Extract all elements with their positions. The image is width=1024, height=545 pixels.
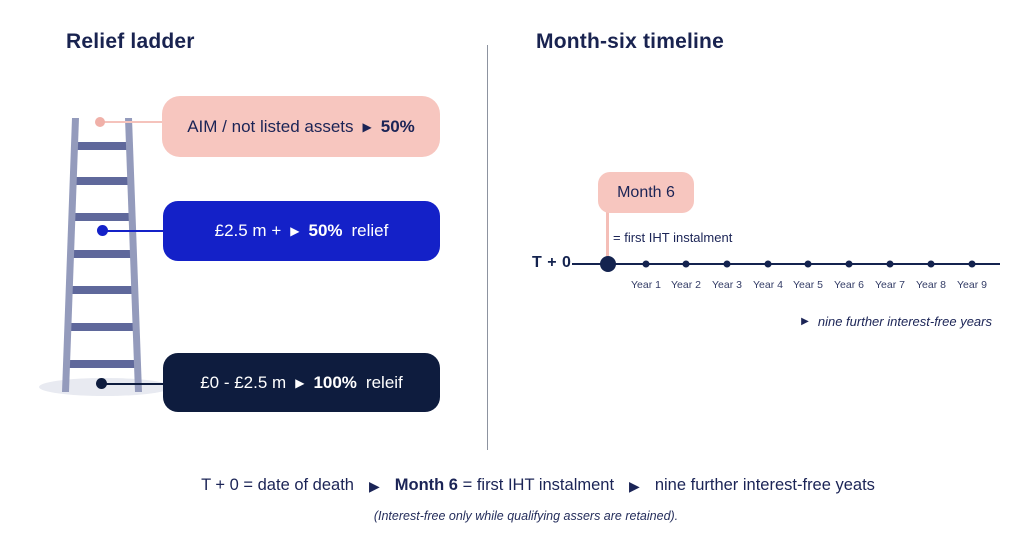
year-label: Year 3 <box>712 279 742 291</box>
year-label: Year 9 <box>957 279 987 291</box>
connector-dot-aim <box>95 117 105 127</box>
year-label: Year 4 <box>753 279 783 291</box>
legend: T + 0 = date of death ▶ Month 6 = first … <box>0 476 1024 495</box>
timeline-title: Month-six timeline <box>536 30 724 53</box>
triangle-icon: ▶ <box>801 315 809 327</box>
tier-over-2-5m-label: £2.5 m + <box>214 221 282 240</box>
tier-over-2-5m-box: £2.5 m + ▶ 50% relief <box>163 201 440 261</box>
legend-caption-text: (Interest-free only while qualifying ass… <box>373 509 679 523</box>
tier-0-to-2-5m-box: £0 - £2.5 m ▶ 100% releif <box>163 353 440 412</box>
tier-0-to-2-5m-suffix: releif <box>365 372 403 392</box>
first-instalment-note: = first IHT instalment <box>613 230 733 245</box>
panel-divider <box>487 45 488 450</box>
legend-caption: (Interest-free only while qualifying ass… <box>0 509 1024 523</box>
tier-over-2-5m-suffix: relief <box>351 221 389 240</box>
legend-month-6-bold: Month 6 <box>394 476 458 494</box>
callout-connector-line <box>606 212 609 256</box>
month-6-callout: Month 6 <box>598 172 694 213</box>
connector-line-navy <box>101 383 164 385</box>
connector-dot-blue <box>97 225 108 236</box>
interest-free-years-text: nine further interest-free years <box>817 314 992 329</box>
triangle-icon: ▶ <box>295 375 305 390</box>
year-label: Year 1 <box>631 279 661 291</box>
tier-aim-value: 50% <box>380 116 415 136</box>
legend-item-date-of-death: T + 0 = date of death <box>201 476 354 494</box>
connector-line-aim <box>100 121 163 123</box>
year-label: Year 8 <box>916 279 946 291</box>
year-label: Year 2 <box>671 279 701 291</box>
tier-aim-box: AIM / not listed assets ▶ 50% <box>162 96 440 157</box>
triangle-icon: ▶ <box>290 224 300 238</box>
connector-dot-navy <box>96 378 107 389</box>
month-6-marker-dot <box>600 256 616 272</box>
year-label: Year 5 <box>793 279 823 291</box>
year-label: Year 6 <box>834 279 864 291</box>
connector-line-blue <box>102 230 164 232</box>
tier-0-to-2-5m-label: £0 - £2.5 m <box>200 372 287 392</box>
tier-over-2-5m-value: 50% <box>308 221 343 240</box>
legend-item-interest-free: nine further interest-free yeats <box>654 476 875 494</box>
triangle-icon: ▶ <box>362 119 372 134</box>
tier-aim-label: AIM / not listed assets <box>187 116 354 136</box>
interest-free-years-note: ▶ nine further interest-free years <box>801 314 992 329</box>
year-label: Year 7 <box>875 279 905 291</box>
timeline-axis <box>572 256 1000 272</box>
triangle-icon: ▶ <box>368 477 380 494</box>
tier-0-to-2-5m-value: 100% <box>313 372 357 392</box>
legend-item-month-6: Month 6 = first IHT instalment <box>395 476 614 495</box>
ladder-illustration <box>39 118 171 396</box>
relief-ladder-title: Relief ladder <box>66 30 195 53</box>
triangle-icon: ▶ <box>629 477 640 494</box>
legend-month-6-rest: = first IHT instalment <box>462 476 615 494</box>
month-6-callout-label: Month 6 <box>617 183 675 201</box>
timeline-origin-label: T + 0 <box>532 254 572 271</box>
